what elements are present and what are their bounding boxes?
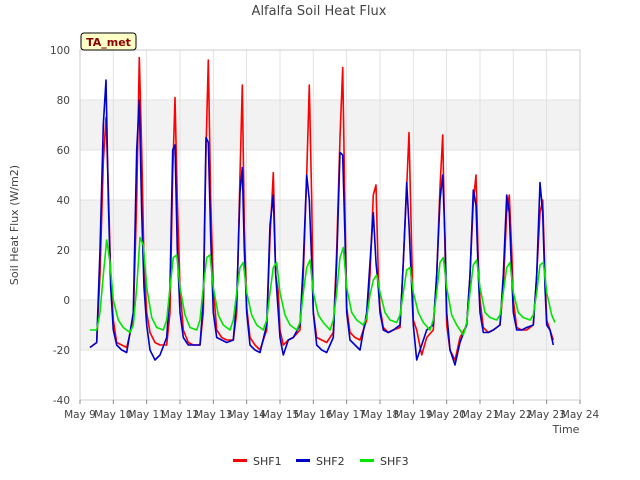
background-band — [80, 50, 580, 100]
y-axis-label: Soil Heat Flux (W/m2) — [8, 165, 21, 285]
badge-text: TA_met — [86, 36, 131, 49]
x-tick-label: May 18 — [361, 409, 399, 421]
y-tick-label: 60 — [57, 145, 70, 157]
x-tick-label: May 17 — [327, 409, 365, 421]
x-tick-label: May 14 — [227, 409, 266, 421]
y-tick-label: 100 — [50, 45, 70, 57]
background-band — [80, 150, 580, 200]
background-band — [80, 300, 580, 350]
background-band — [80, 100, 580, 150]
series-line-shf3 — [90, 236, 556, 336]
legend-swatch-shf3 — [360, 459, 374, 462]
x-tick-label: May 19 — [394, 409, 432, 421]
legend-swatch-shf2 — [296, 459, 310, 462]
x-tick-label: May 13 — [194, 409, 232, 421]
background-band — [80, 350, 580, 400]
y-tick-label: -40 — [53, 395, 70, 407]
series-lines — [89, 56, 556, 366]
x-tick-label: May 11 — [127, 409, 165, 421]
x-axis-label: Time — [552, 423, 580, 436]
x-tick-label: May 15 — [261, 409, 299, 421]
y-tick-label: -20 — [53, 345, 70, 357]
background-bands — [80, 50, 580, 400]
y-tick-label: 80 — [57, 95, 70, 107]
x-tick-label: May 16 — [294, 409, 333, 421]
background-band — [80, 200, 580, 250]
x-tick-label: May 12 — [161, 409, 199, 421]
y-tick-label: 20 — [57, 245, 70, 257]
legend-label-shf2: SHF2 — [316, 455, 345, 468]
background-band — [80, 250, 580, 300]
x-tick-label: May 20 — [427, 409, 465, 421]
x-tick-label: May 23 — [527, 409, 565, 421]
plot-frame — [79, 49, 581, 401]
x-tick-label: May 24 — [561, 409, 600, 421]
y-tick-label: 40 — [57, 195, 70, 207]
badge-box — [80, 32, 137, 51]
x-tick-label: May 10 — [94, 409, 132, 421]
legend-swatch-shf1 — [233, 459, 247, 462]
legend-label-shf1: SHF1 — [253, 455, 282, 468]
legend: SHF1 SHF2 SHF3 — [233, 455, 409, 468]
y-tick-label: 0 — [63, 295, 70, 307]
chart-title: Alfalfa Soil Heat Flux — [252, 4, 387, 19]
legend-label-shf3: SHF3 — [380, 455, 409, 468]
ta-met-badge: TA_met — [80, 32, 137, 51]
x-tick-label: May 9 — [64, 409, 96, 421]
x-tick-label: May 22 — [494, 409, 532, 421]
x-tick-label: May 21 — [461, 409, 499, 421]
